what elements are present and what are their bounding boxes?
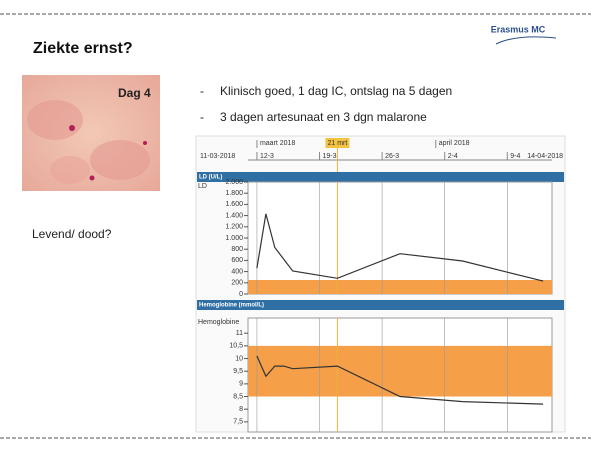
y-tick-label: 8 <box>239 406 243 413</box>
bullet-dash: - <box>200 84 204 98</box>
y-tick-label: 9 <box>239 381 243 388</box>
plot-area <box>248 182 552 294</box>
x-limit-label: 11-03-2018 <box>200 153 235 160</box>
month-label: maart 2018 <box>260 140 296 147</box>
y-tick-label: 1.600 <box>225 201 243 208</box>
y-tick-label: 10,5 <box>229 343 243 350</box>
marker-label: 21 mrt <box>327 140 347 147</box>
chart-title: Hemoglobine (mmol/L) <box>199 303 264 309</box>
y-tick-label: 1.400 <box>225 212 243 219</box>
y-tick-label: 800 <box>231 246 243 253</box>
question: Levend/ dood? <box>32 227 112 241</box>
slide: Ziekte ernst? Erasmus MC Dag 4 Levend/ d… <box>0 0 591 444</box>
x-tick-label: 2-4 <box>448 153 458 160</box>
y-tick-label: 2.000 <box>225 179 243 186</box>
reference-band <box>248 346 552 397</box>
y-tick-label: 1.000 <box>225 235 243 242</box>
slide-title: Ziekte ernst? <box>33 40 133 57</box>
y-tick-label: 600 <box>231 257 243 264</box>
bullet: Klinisch goed, 1 dag IC, ontslag na 5 da… <box>220 84 452 98</box>
y-tick-label: 0 <box>239 291 243 298</box>
logo: Erasmus MC <box>491 24 546 34</box>
x-tick-label: 12-3 <box>260 153 274 160</box>
chart-header <box>197 172 564 182</box>
y-tick-label: 9,5 <box>233 368 243 375</box>
month-label: april 2018 <box>439 140 470 147</box>
y-axis-label: LD <box>198 183 207 190</box>
x-limit-label: 14-04-2018 <box>527 153 563 160</box>
bullet-dash: - <box>200 110 204 124</box>
y-tick-label: 200 <box>231 280 243 287</box>
y-tick-label: 11 <box>236 330 243 337</box>
logo-swoosh <box>496 37 556 44</box>
bullet: 3 dagen artesunaat en 3 dgn malarone <box>220 110 427 124</box>
x-tick-label: 9-4 <box>510 153 520 160</box>
y-tick-label: 8,5 <box>233 393 243 400</box>
y-axis-label: Hemoglobine <box>198 319 239 326</box>
y-tick-label: 400 <box>231 268 243 275</box>
y-tick-label: 10 <box>235 355 243 362</box>
y-tick-label: 1.200 <box>225 224 243 231</box>
blood-image: Dag 4 <box>22 75 160 191</box>
chart-title: LD (U/L) <box>199 175 222 181</box>
image-label: Dag 4 <box>118 86 151 100</box>
x-tick-label: 26-3 <box>385 153 399 160</box>
y-tick-label: 7,5 <box>233 419 243 426</box>
reference-band <box>248 280 552 294</box>
x-tick-label: 19-3 <box>323 153 337 160</box>
y-tick-label: 1.800 <box>225 190 243 197</box>
